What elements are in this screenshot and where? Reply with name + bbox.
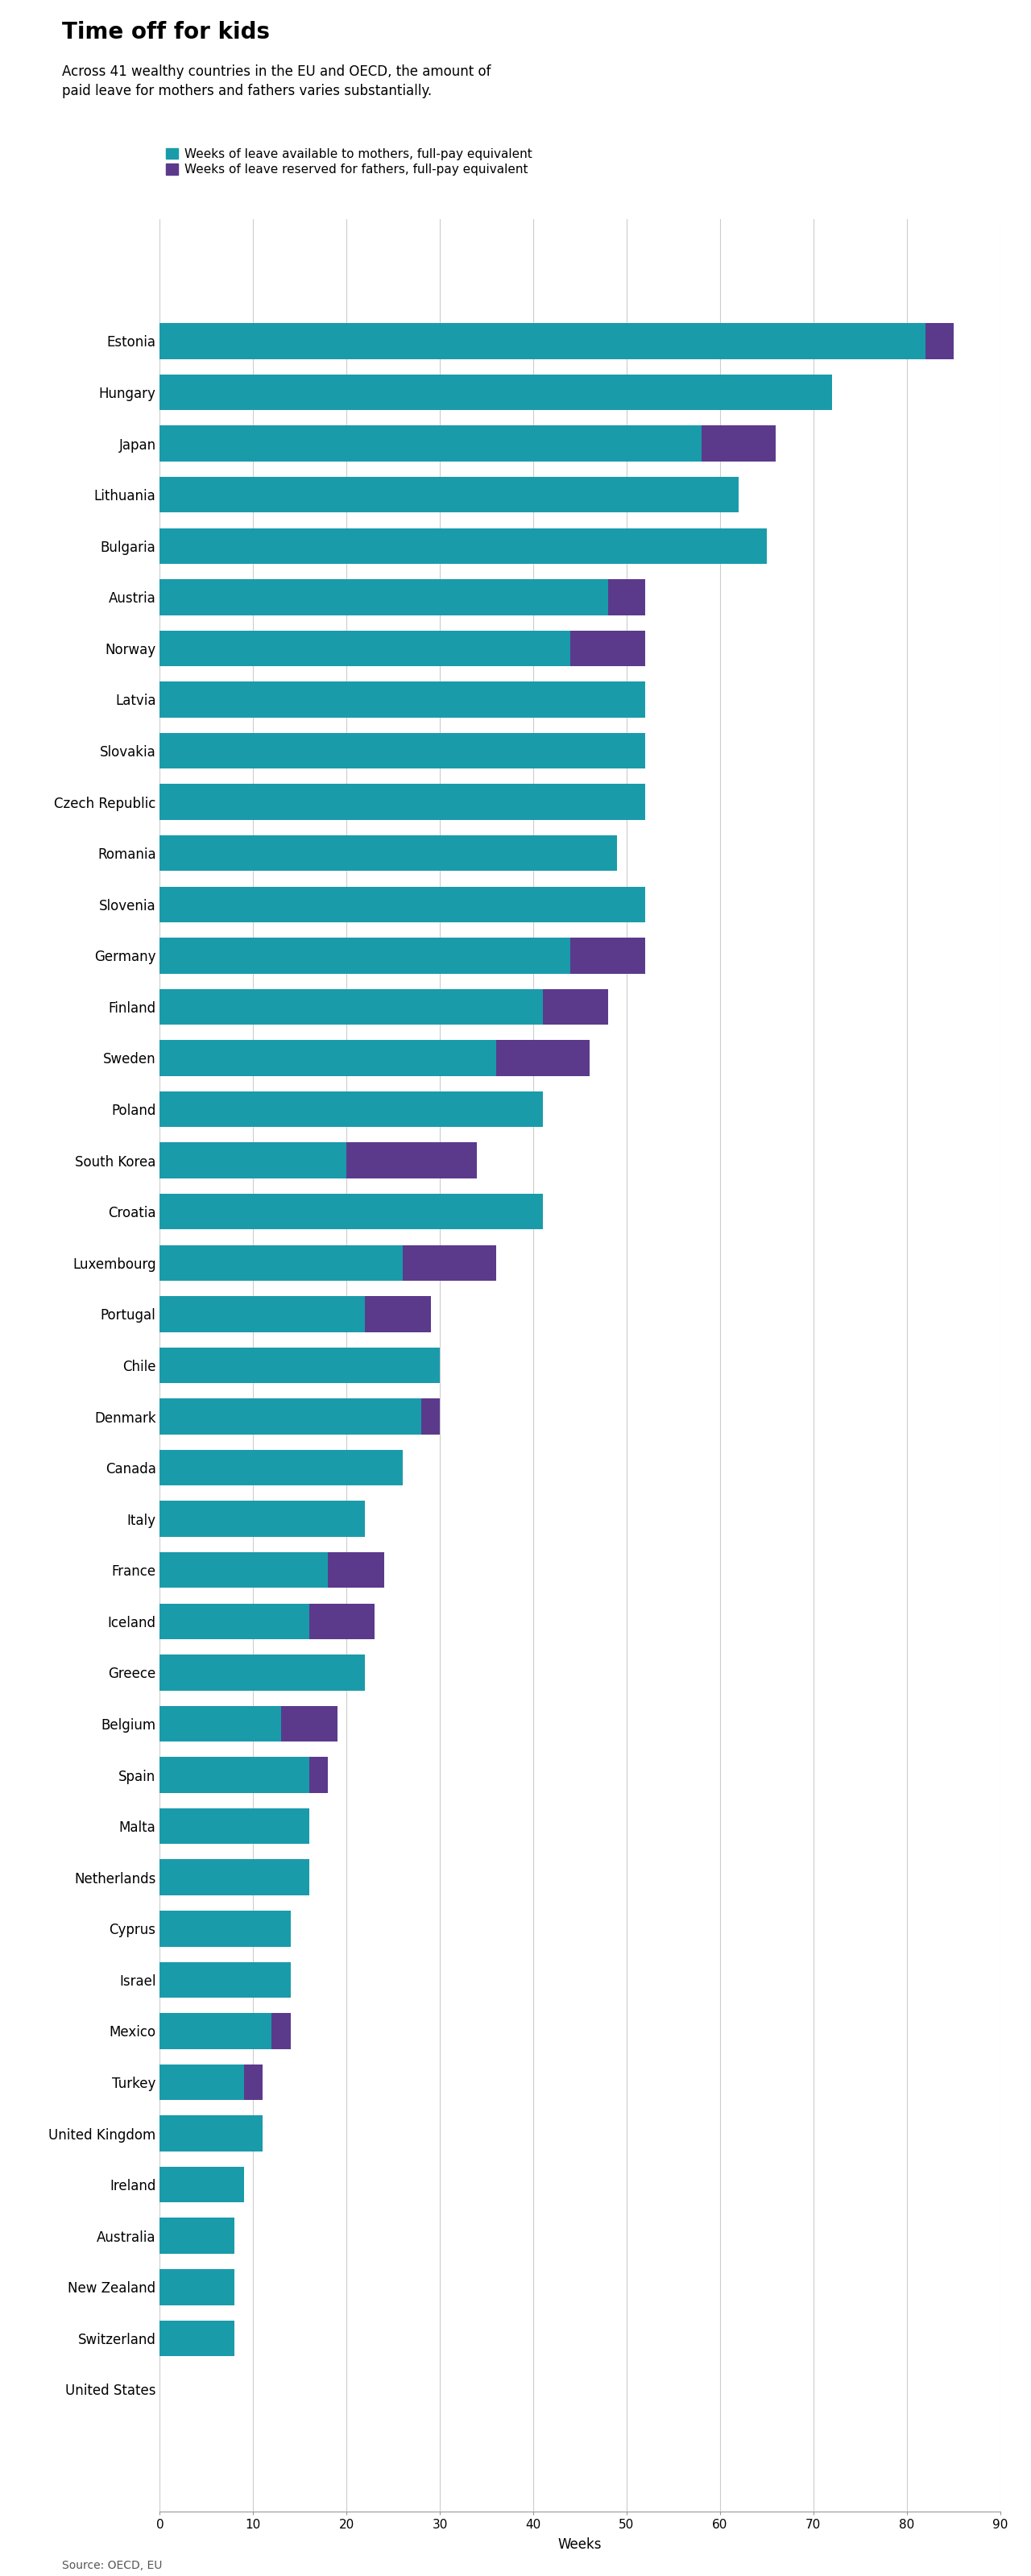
Bar [160,1963,291,1999]
Bar [160,1041,496,1077]
Bar [160,2063,243,2099]
Bar [160,683,645,719]
Bar [160,1144,346,1177]
Bar [160,2012,272,2048]
Bar [160,2321,234,2357]
Bar [496,1041,590,1077]
Bar [272,2012,291,2048]
Text: Time off for kids: Time off for kids [62,21,270,44]
Bar [160,938,570,974]
Bar [160,1602,309,1638]
Bar [160,2115,263,2151]
Bar [160,1244,402,1280]
Bar [160,631,570,667]
Bar [160,374,832,410]
Bar [160,1193,542,1229]
Bar [160,783,645,819]
Bar [570,631,645,667]
Bar [160,1757,309,1793]
Bar [402,1244,496,1280]
Bar [608,580,645,616]
Bar [160,1705,281,1741]
Bar [542,989,608,1025]
Bar [160,1347,440,1383]
Bar [160,425,701,461]
Bar [346,1144,477,1177]
Bar [160,322,926,358]
Bar [160,1450,402,1486]
Bar [309,1757,328,1793]
Bar [160,580,608,616]
X-axis label: Weeks: Weeks [558,2537,602,2553]
Bar [160,1296,365,1332]
Bar [160,1808,309,1844]
Bar [422,1399,440,1435]
Bar [309,1602,374,1638]
Bar [926,322,954,358]
Bar [701,425,776,461]
Text: Source: OECD, EU: Source: OECD, EU [62,2561,162,2571]
Bar [160,2269,234,2306]
Bar [160,528,767,564]
Bar [160,1654,365,1690]
Bar [243,2063,263,2099]
Bar [328,1553,384,1587]
Bar [160,1092,542,1128]
Bar [160,989,542,1025]
Bar [160,1553,328,1587]
Bar [281,1705,337,1741]
Bar [570,938,645,974]
Bar [365,1296,431,1332]
Bar [160,477,738,513]
Bar [160,732,645,768]
Bar [160,1399,422,1435]
Bar [160,2166,243,2202]
Bar [160,2218,234,2254]
Text: Across 41 wealthy countries in the EU and OECD, the amount of
paid leave for mot: Across 41 wealthy countries in the EU an… [62,64,491,98]
Bar [160,1911,291,1947]
Bar [160,1502,365,1538]
Bar [160,835,618,871]
Legend: Weeks of leave available to mothers, full-pay equivalent, Weeks of leave reserve: Weeks of leave available to mothers, ful… [166,147,532,175]
Bar [160,1860,309,1896]
Bar [160,886,645,922]
